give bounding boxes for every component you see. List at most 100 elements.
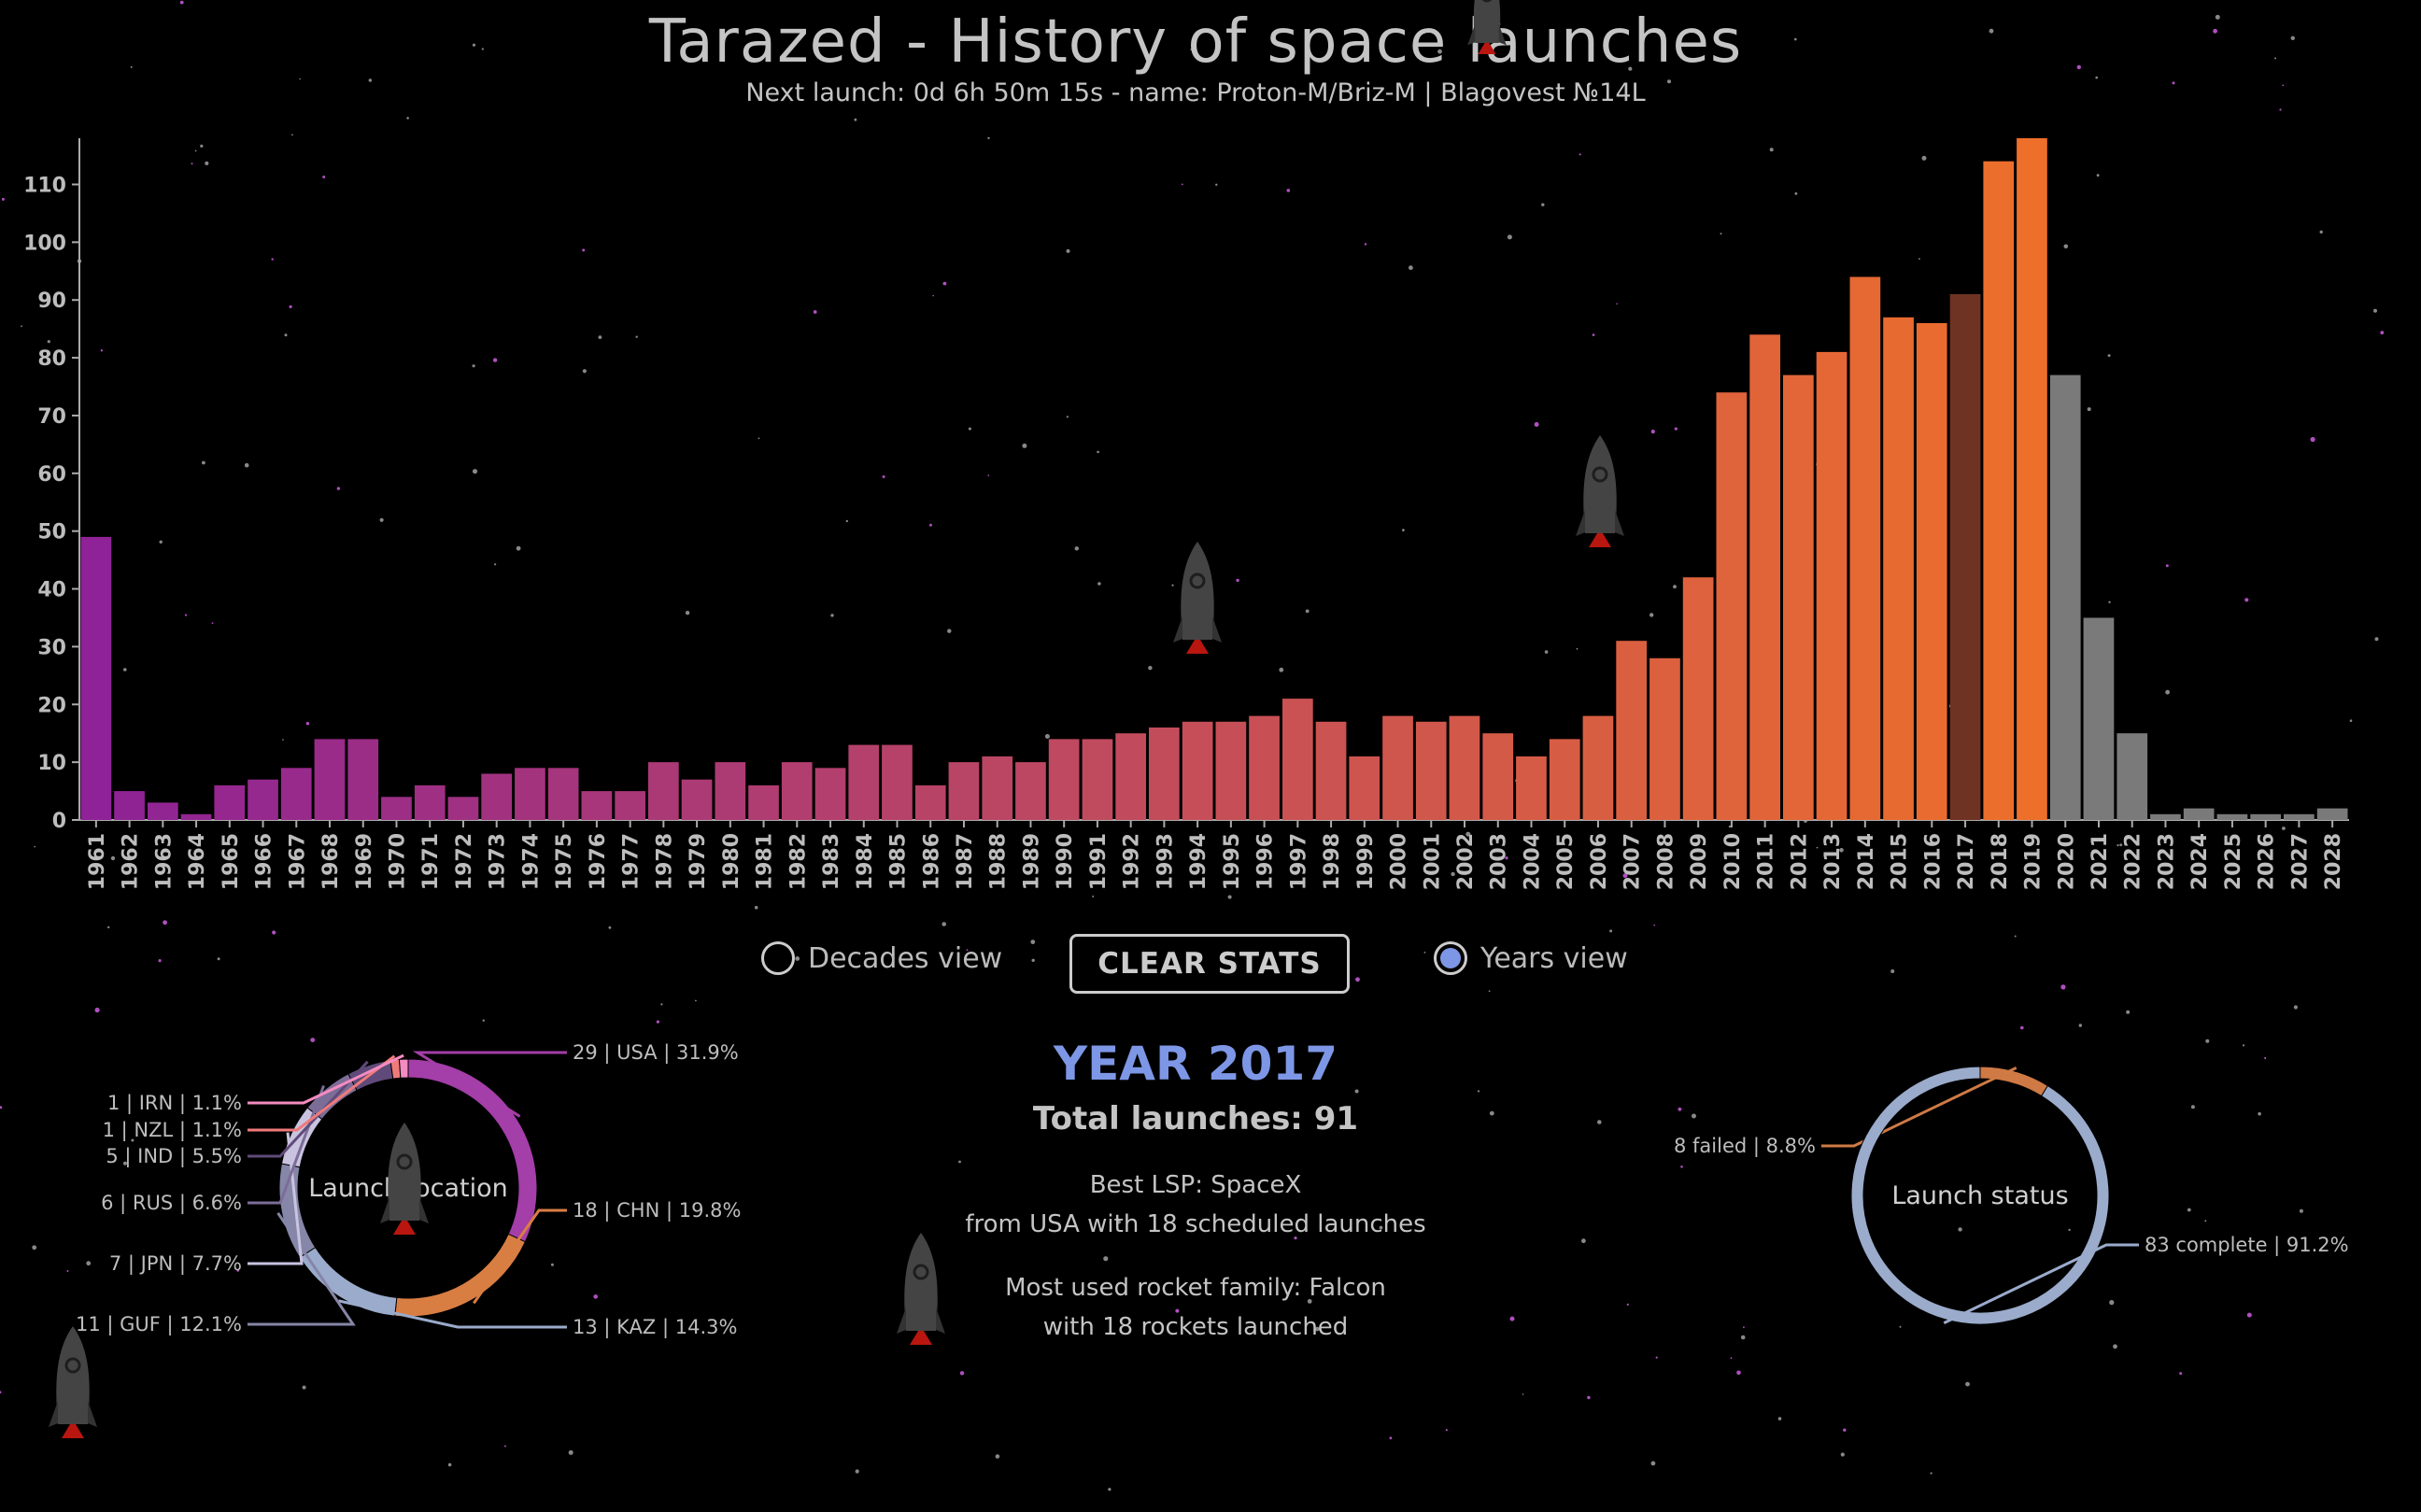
bar-2007[interactable] (1616, 641, 1647, 820)
decades-radio-circle[interactable] (761, 941, 795, 975)
bar-1971[interactable] (414, 784, 446, 820)
bar-1975[interactable] (547, 768, 579, 820)
bar-1969[interactable] (347, 739, 379, 820)
selected-year-title: YEAR 2017 (1053, 1037, 1338, 1091)
bar-1992[interactable] (1115, 733, 1146, 820)
bar-1981[interactable] (748, 784, 779, 820)
bar-2008[interactable] (1649, 657, 1680, 820)
x-tick-label-1998: 1998 (1321, 833, 1344, 890)
bar-1982[interactable] (781, 762, 813, 820)
bar-1993[interactable] (1149, 728, 1180, 820)
y-tick-label: 30 (37, 636, 66, 659)
bar-2024[interactable] (2183, 808, 2215, 820)
bar-1980[interactable] (715, 762, 746, 820)
bar-2020[interactable] (2049, 374, 2081, 820)
bar-2021[interactable] (2083, 617, 2115, 821)
bar-1968[interactable] (314, 739, 346, 820)
star (1509, 1316, 1515, 1321)
bar-1994[interactable] (1182, 721, 1213, 820)
bar-1983[interactable] (814, 768, 846, 820)
location-slice-IRN[interactable] (398, 1058, 409, 1079)
bar-1973[interactable] (481, 773, 512, 821)
bar-2013[interactable] (1816, 351, 1848, 820)
bar-2022[interactable] (2117, 733, 2148, 820)
bar-2028[interactable] (2316, 808, 2348, 820)
bar-2006[interactable] (1582, 715, 1614, 820)
y-tick-label: 70 (37, 405, 66, 429)
bar-1972[interactable] (447, 797, 479, 820)
bar-2015[interactable] (1883, 317, 1914, 820)
bar-2016[interactable] (1916, 323, 1947, 820)
star (1364, 243, 1367, 246)
bar-1977[interactable] (615, 791, 645, 820)
bar-2027[interactable] (2284, 813, 2315, 820)
star (131, 1138, 134, 1142)
bar-1998[interactable] (1315, 721, 1347, 820)
bar-2017[interactable] (1949, 294, 1981, 820)
bar-1974[interactable] (515, 768, 545, 820)
bar-1995[interactable] (1215, 721, 1247, 820)
x-tick-label-1967: 1967 (286, 833, 309, 890)
star (1451, 871, 1455, 877)
bar-2010[interactable] (1716, 392, 1748, 820)
bar-1984[interactable] (848, 744, 880, 820)
bar-2000[interactable] (1382, 715, 1413, 820)
bar-1978[interactable] (648, 762, 679, 820)
bar-1997[interactable] (1282, 699, 1313, 820)
bar-2023[interactable] (2150, 813, 2181, 820)
clear-stats-button[interactable]: CLEAR STATS (1069, 934, 1350, 994)
location-slice-KAZ[interactable] (299, 1246, 398, 1317)
star (1477, 1090, 1480, 1093)
bar-1961[interactable] (80, 536, 112, 820)
x-tick-label-2004: 2004 (1522, 833, 1545, 890)
bar-2009[interactable] (1682, 577, 1714, 820)
bar-2026[interactable] (2250, 813, 2281, 820)
bar-2011[interactable] (1749, 334, 1780, 820)
bar-1979[interactable] (681, 779, 713, 820)
years-radio-circle[interactable] (1434, 941, 1467, 975)
bar-1967[interactable] (280, 768, 312, 820)
star (2279, 108, 2282, 111)
bar-2004[interactable] (1516, 756, 1547, 820)
bar-2001[interactable] (1415, 721, 1447, 820)
bar-1987[interactable] (948, 762, 980, 820)
star (1678, 1107, 1682, 1111)
bar-1966[interactable] (248, 779, 278, 820)
star (2274, 57, 2276, 60)
bar-1964[interactable] (180, 813, 212, 820)
bar-2012[interactable] (1783, 374, 1814, 820)
bar-1985[interactable] (882, 744, 913, 820)
bar-2002[interactable] (1449, 715, 1480, 820)
bar-1965[interactable] (214, 784, 246, 820)
years-view-radio[interactable]: Years view (1434, 941, 1628, 975)
star (163, 920, 168, 926)
bar-1976[interactable] (581, 791, 613, 820)
x-tick-label-1971: 1971 (419, 833, 443, 890)
star (1445, 1429, 1448, 1432)
bar-2018[interactable] (1983, 161, 2015, 820)
bar-1970[interactable] (381, 797, 412, 820)
bar-1963[interactable] (148, 802, 178, 820)
bar-1989[interactable] (1015, 762, 1046, 820)
star (987, 474, 990, 476)
bar-1990[interactable] (1048, 739, 1080, 820)
bar-2014[interactable] (1849, 276, 1881, 821)
location-slice-CHN[interactable] (394, 1233, 527, 1318)
status-slice-complete[interactable] (1850, 1066, 2110, 1325)
bar-2003[interactable] (1482, 733, 1514, 820)
star (2299, 1208, 2303, 1213)
bar-1991[interactable] (1082, 739, 1113, 820)
decades-view-radio[interactable]: Decades view (761, 941, 1002, 975)
bar-1999[interactable] (1349, 756, 1380, 820)
star (1674, 427, 1678, 431)
bar-1988[interactable] (982, 756, 1013, 820)
bar-2005[interactable] (1549, 739, 1580, 820)
bar-2025[interactable] (2216, 813, 2248, 820)
bar-2019[interactable] (2017, 138, 2047, 820)
bar-1986[interactable] (914, 784, 946, 820)
star (244, 462, 249, 468)
star (305, 722, 310, 726)
bar-1996[interactable] (1249, 715, 1280, 820)
star (2204, 1220, 2207, 1222)
bar-1962[interactable] (114, 791, 145, 820)
